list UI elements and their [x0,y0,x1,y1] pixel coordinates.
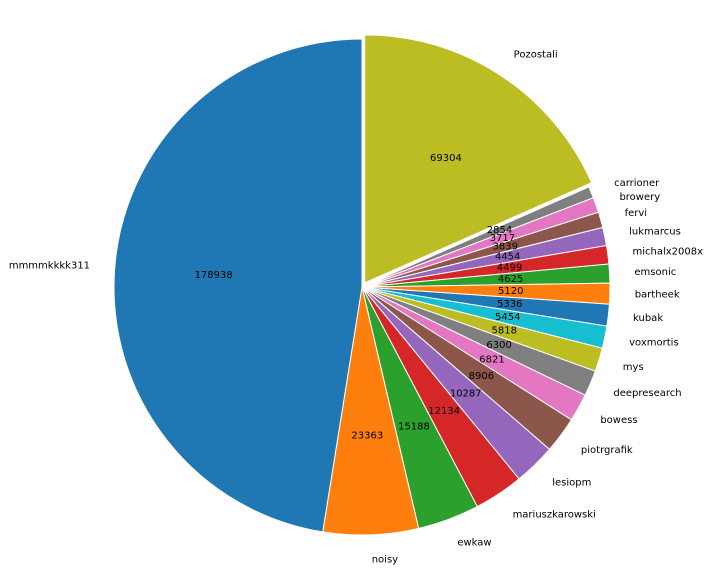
slice-label-browery: browery [619,192,660,203]
slice-label-carrioner: carrioner [614,178,660,189]
pie-slices [113,34,611,536]
slice-value-fervi: 3839 [493,242,518,253]
slice-label-lesiopm: lesiopm [552,478,591,489]
slice-value-lukmarcus: 4454 [495,252,520,263]
slice-label-mys: mys [623,362,644,373]
slice-label-lukmarcus: lukmarcus [629,226,681,237]
slice-value-noisy: 23363 [351,431,383,442]
slice-value-bowess: 6821 [479,354,504,365]
slice-value-browery: 3717 [490,233,515,244]
slice-label-kubak: kubak [633,313,663,324]
slice-label-mmmmkkkk311: mmmmkkkk311 [9,260,90,271]
slice-value-deepresearch: 6300 [486,340,511,351]
slice-label-bartheek: bartheek [635,289,680,300]
slice-value-carrioner: 2854 [487,225,512,236]
slice-label-voxmortis: voxmortis [629,337,679,348]
slice-value-michalx2008x: 4499 [497,263,522,274]
slice-value-lesiopm: 10287 [450,389,482,400]
slice-value-kubak: 5336 [497,299,522,310]
slice-label-deepresearch: deepresearch [613,388,681,399]
slice-label-pozostali: Pozostali [514,49,558,60]
slice-value-ewkaw: 15188 [398,421,430,432]
slice-value-pozostali: 69304 [430,153,462,164]
slice-label-emsonic: emsonic [634,267,676,278]
pie-slice-pozostali [364,34,593,284]
slice-label-ewkaw: ewkaw [457,538,491,549]
pie-name-labels: Pozostali carrioner browery fervi lukmarcus m… [9,49,703,565]
slice-value-piotrgrafik: 8906 [469,371,494,382]
slice-value-emsonic: 4625 [498,274,523,285]
slice-label-michalx2008x: michalx2008x [632,247,703,258]
slice-label-piotrgrafik: piotrgrafik [581,445,633,456]
pie-slice-mmmmkkkk311 [113,38,363,533]
slice-value-voxmortis: 5454 [495,312,520,323]
slice-value-mys: 5818 [492,326,517,337]
slice-value-bartheek: 5120 [498,286,523,297]
slice-label-bowess: bowess [600,415,637,426]
slice-value-mariuszkarowski: 12134 [428,406,460,417]
slice-value-mmmmkkkk311: 178938 [195,270,233,281]
slice-label-fervi: fervi [625,208,647,219]
slice-label-mariuszkarowski: mariuszkarowski [513,509,596,520]
slice-label-noisy: noisy [372,555,398,566]
